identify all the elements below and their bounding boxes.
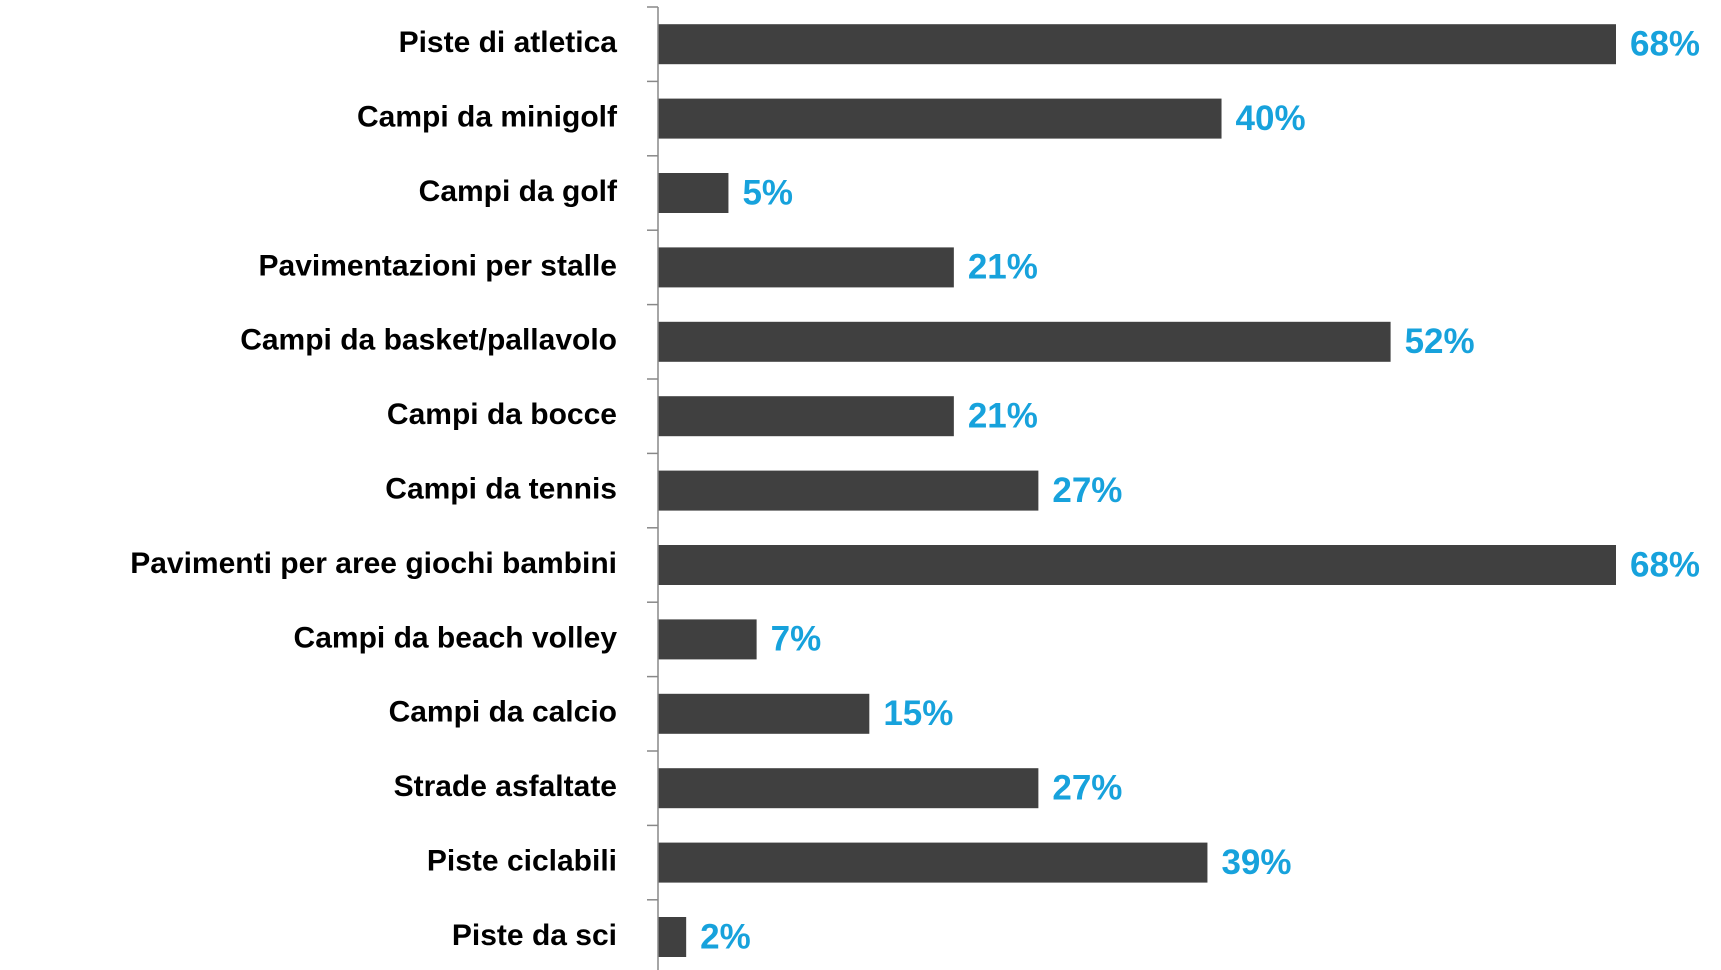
value-label: 7% bbox=[771, 620, 822, 659]
category-label: Campi da golf bbox=[419, 175, 618, 208]
value-label: 27% bbox=[1052, 768, 1122, 807]
value-label: 5% bbox=[742, 173, 793, 212]
category-label: Piste da sci bbox=[452, 919, 617, 952]
bar bbox=[658, 619, 757, 660]
value-label: 21% bbox=[968, 396, 1038, 435]
value-label: 2% bbox=[700, 917, 751, 956]
value-label: 40% bbox=[1236, 99, 1306, 138]
category-label: Campi da tennis bbox=[385, 473, 617, 506]
bar bbox=[658, 917, 687, 957]
value-label: 68% bbox=[1630, 24, 1700, 63]
value-label: 52% bbox=[1405, 322, 1475, 361]
bar bbox=[658, 693, 870, 734]
value-label: 39% bbox=[1221, 843, 1291, 882]
category-label: Campi da calcio bbox=[389, 696, 617, 729]
value-label: 15% bbox=[883, 694, 953, 733]
category-label: Pavimentazioni per stalle bbox=[259, 249, 617, 282]
bar bbox=[658, 247, 954, 288]
category-label: Strade asfaltate bbox=[394, 770, 617, 803]
bar bbox=[658, 24, 1616, 65]
category-label: Pavimenti per aree giochi bambini bbox=[130, 547, 617, 580]
value-label: 68% bbox=[1630, 545, 1700, 584]
category-label: Piste ciclabili bbox=[427, 845, 617, 878]
bar bbox=[658, 470, 1039, 511]
bar bbox=[658, 173, 729, 213]
category-label: Campi da minigolf bbox=[357, 101, 618, 134]
category-label: Piste di atletica bbox=[399, 26, 618, 59]
category-label: Campi da beach volley bbox=[294, 621, 618, 654]
category-label: Campi da basket/pallavolo bbox=[240, 324, 617, 357]
category-label: Campi da bocce bbox=[387, 398, 617, 431]
bar bbox=[658, 768, 1039, 809]
value-label: 27% bbox=[1052, 471, 1122, 510]
value-label: 21% bbox=[968, 248, 1038, 287]
bar bbox=[658, 98, 1222, 139]
bar bbox=[658, 321, 1391, 362]
bar bbox=[658, 842, 1208, 883]
bar bbox=[658, 396, 954, 437]
bar bbox=[658, 545, 1616, 585]
